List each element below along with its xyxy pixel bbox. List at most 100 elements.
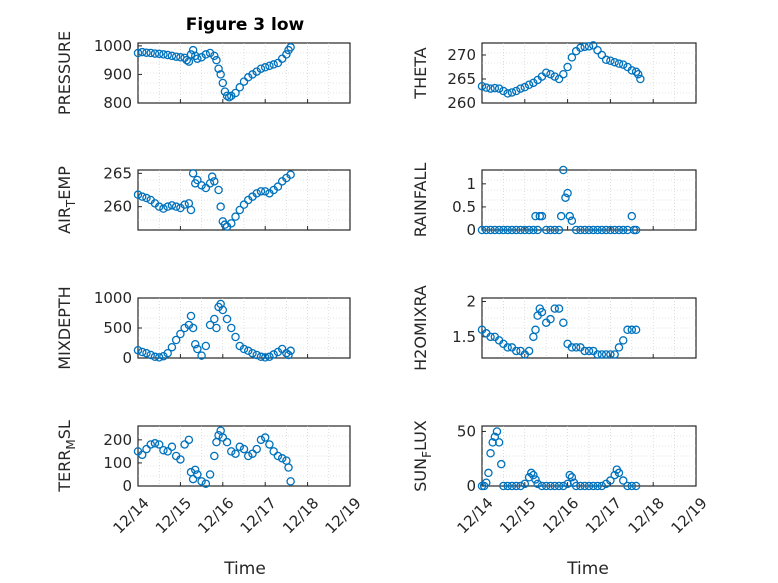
y-tick-label: 800	[103, 94, 132, 112]
data-point	[210, 314, 219, 324]
data-point	[499, 225, 508, 235]
data-point	[614, 468, 624, 478]
data-point	[137, 47, 147, 57]
data-point	[239, 444, 249, 454]
data-point	[282, 348, 291, 358]
data-point	[499, 86, 508, 96]
data-point	[576, 225, 585, 235]
data-point	[511, 225, 521, 235]
data-point	[260, 433, 270, 442]
data-point	[589, 225, 598, 235]
data-point	[541, 225, 551, 235]
data-point	[520, 82, 530, 92]
data-point	[167, 201, 177, 210]
data-point	[486, 225, 495, 235]
data-point	[477, 225, 487, 235]
data-point	[252, 350, 261, 360]
data-point	[231, 449, 240, 458]
data-point	[163, 50, 172, 60]
x-tick-label: 12/15	[496, 494, 539, 537]
data-point	[220, 87, 230, 96]
data-point	[606, 476, 615, 485]
data-point	[554, 74, 564, 84]
data-point	[201, 341, 211, 351]
data-point	[167, 51, 177, 61]
data-point	[190, 465, 200, 475]
data-point	[186, 50, 196, 59]
data-point	[277, 454, 287, 463]
data-point	[146, 48, 155, 58]
data-point	[546, 225, 555, 235]
data-point	[597, 225, 607, 235]
y-tick-label: 0	[466, 221, 476, 239]
data-point	[503, 89, 512, 98]
data-point	[159, 445, 168, 455]
data-point	[584, 225, 594, 235]
data-point	[606, 225, 615, 235]
data-point	[537, 211, 547, 221]
data-point	[163, 447, 172, 456]
data-point	[239, 77, 249, 86]
subplot-7: 0 100 200 TERRMSL	[55, 420, 351, 495]
y-tick-label: 1.5	[452, 328, 476, 346]
data-point	[610, 57, 619, 67]
data-point	[186, 311, 196, 321]
data-point	[201, 50, 211, 59]
data-point	[533, 479, 542, 489]
y-tick-label: 900	[103, 65, 132, 83]
data-point	[593, 45, 602, 55]
data-point	[618, 225, 628, 235]
data-point	[197, 181, 206, 190]
data-point	[597, 481, 607, 491]
data-point	[273, 451, 283, 461]
data-point	[507, 225, 517, 235]
data-point	[614, 225, 624, 235]
data-point	[286, 43, 295, 52]
data-point	[286, 346, 295, 356]
data-point	[550, 225, 560, 235]
data-point	[618, 476, 628, 485]
x-tick-label: 12/16	[539, 494, 582, 537]
data-point	[601, 225, 611, 235]
x-axis-label-right: Time	[566, 559, 609, 579]
data-point	[218, 78, 228, 88]
y-tick-label: 265	[103, 164, 132, 182]
data-point	[171, 335, 181, 345]
data-point	[222, 314, 232, 324]
data-point	[580, 225, 589, 235]
data-point	[559, 69, 568, 79]
data-point	[182, 55, 192, 65]
data-point	[589, 41, 598, 50]
data-point	[284, 350, 293, 360]
data-point	[541, 481, 551, 491]
data-point	[614, 343, 624, 352]
data-point	[576, 43, 585, 53]
data-point	[188, 45, 198, 55]
data-point	[497, 459, 506, 469]
data-point	[482, 478, 491, 487]
data-point	[150, 439, 160, 448]
data-point	[633, 69, 643, 79]
data-point	[627, 211, 637, 221]
data-point	[188, 474, 198, 484]
data-point	[154, 353, 164, 362]
data-point	[159, 204, 168, 213]
data-point	[282, 50, 291, 59]
data-point	[176, 455, 185, 464]
data-point	[520, 225, 530, 235]
data-point	[559, 318, 568, 327]
data-point	[610, 225, 619, 235]
data-point	[227, 91, 236, 101]
data-point	[567, 53, 577, 62]
data-point	[503, 225, 512, 235]
data-point	[563, 62, 572, 72]
data-point	[193, 175, 202, 185]
data-point	[216, 202, 225, 211]
data-point	[571, 343, 581, 352]
y-tick-label: 270	[447, 46, 476, 64]
data-point	[248, 449, 257, 458]
data-point	[623, 325, 632, 335]
data-point	[222, 437, 232, 447]
y-tick-label: 0	[466, 477, 476, 495]
data-point	[150, 352, 160, 362]
